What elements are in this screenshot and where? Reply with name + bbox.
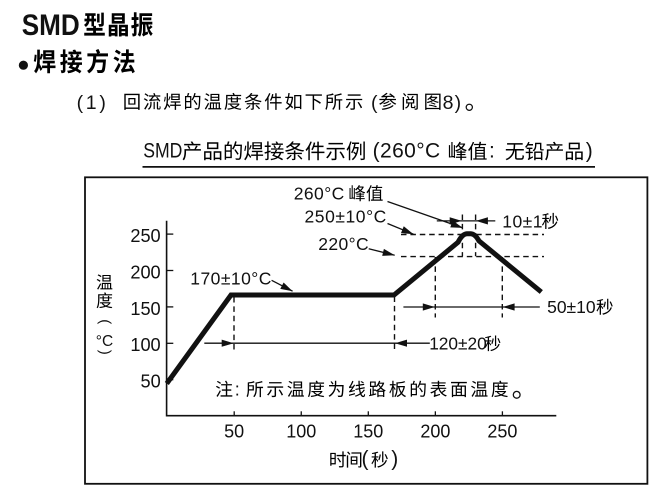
svg-text:170±10°C: 170±10°C <box>190 268 272 288</box>
svg-text:8): 8) <box>443 92 463 114</box>
svg-text:50±10: 50±10 <box>547 297 596 317</box>
svg-text:°C: °C <box>96 333 113 350</box>
svg-text:250: 250 <box>130 226 160 246</box>
svg-text::: : <box>235 380 240 400</box>
svg-text:100: 100 <box>130 335 160 355</box>
svg-text:SMD: SMD <box>143 139 182 163</box>
svg-text:(1): (1) <box>77 92 109 114</box>
svg-text:100: 100 <box>286 422 316 442</box>
svg-text:(: ( <box>371 92 378 114</box>
svg-text:10±1: 10±1 <box>502 211 543 231</box>
svg-text:): ) <box>586 140 593 163</box>
svg-text:(: ( <box>362 447 369 470</box>
svg-text:250: 250 <box>487 422 517 442</box>
svg-text:(: ( <box>97 319 114 324</box>
svg-text:250±10°C: 250±10°C <box>305 206 387 226</box>
svg-text:200: 200 <box>130 262 160 282</box>
svg-text:120±20: 120±20 <box>429 334 487 354</box>
svg-text:(260°C: (260°C <box>373 140 441 163</box>
svg-text:220°C: 220°C <box>318 234 369 254</box>
svg-text:150: 150 <box>130 299 160 319</box>
svg-text:): ) <box>391 447 398 470</box>
svg-text:50: 50 <box>224 422 244 442</box>
svg-text:150: 150 <box>353 422 383 442</box>
svg-text:SMD: SMD <box>22 8 80 41</box>
svg-text:260°C: 260°C <box>294 183 345 203</box>
svg-text:200: 200 <box>420 422 450 442</box>
svg-text:50: 50 <box>140 372 160 392</box>
svg-text:): ) <box>97 350 114 355</box>
svg-text::: : <box>489 140 495 163</box>
